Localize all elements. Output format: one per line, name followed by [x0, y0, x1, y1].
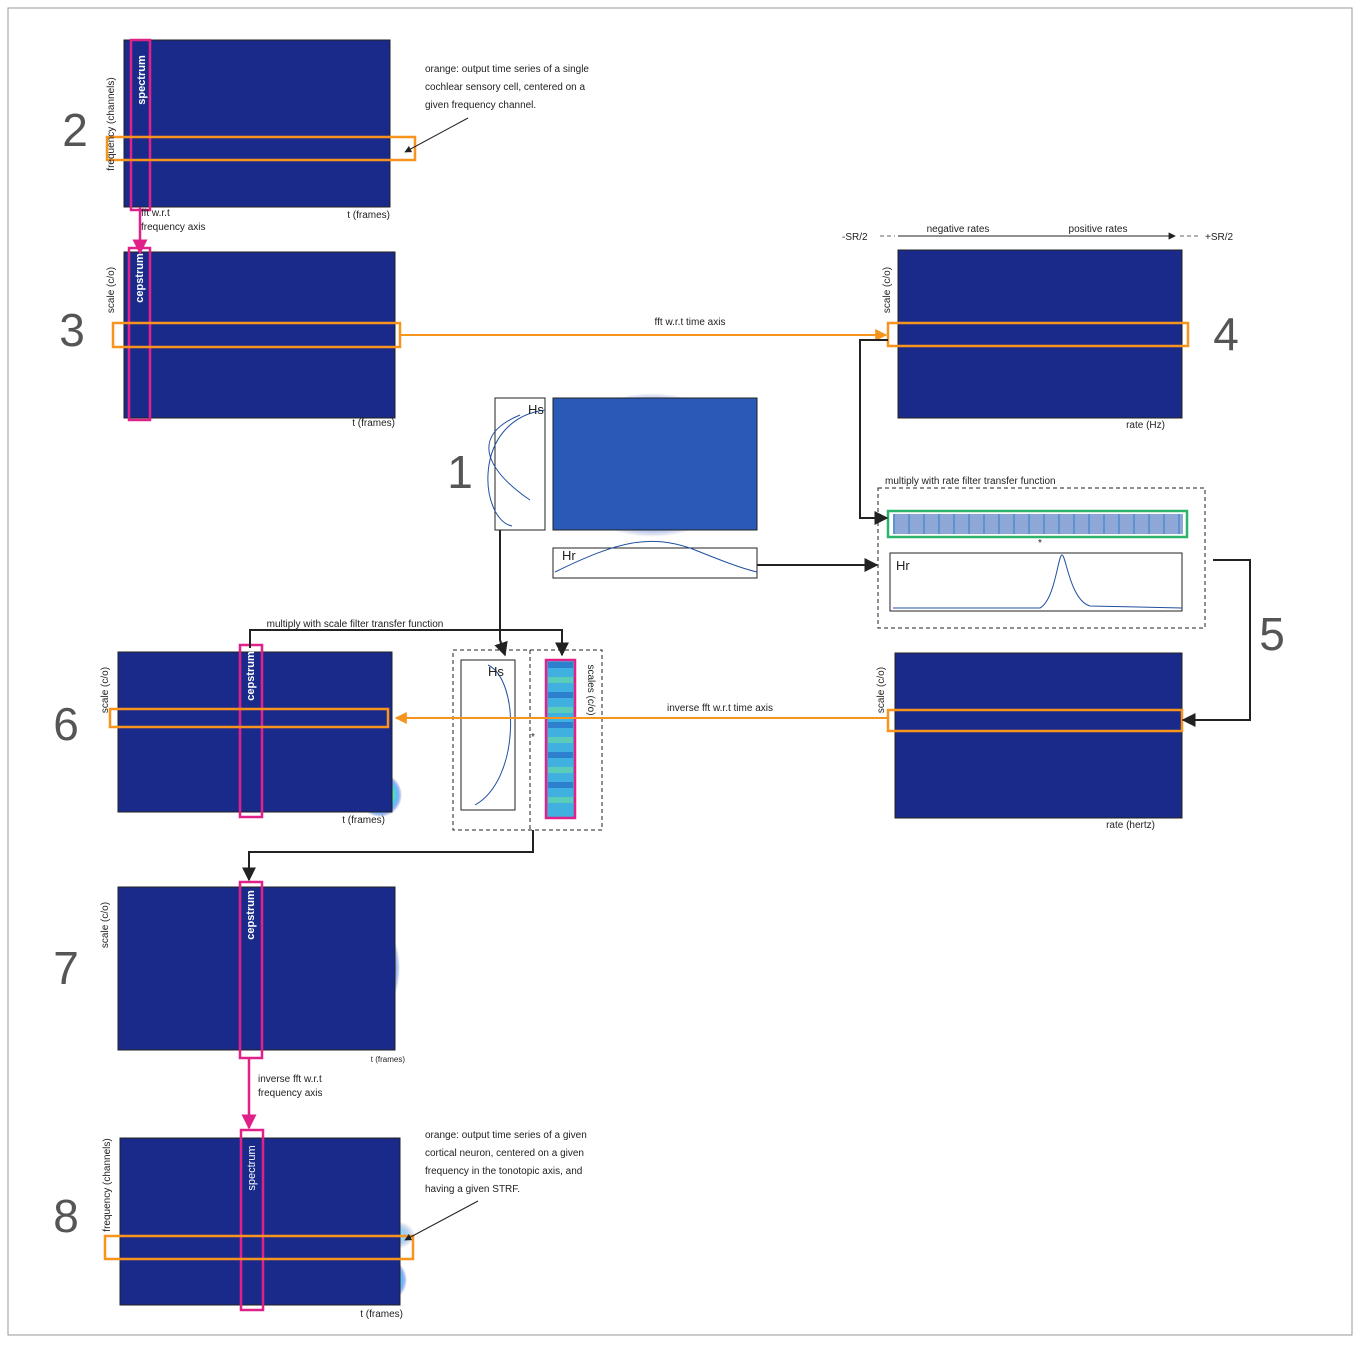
- texture: [548, 677, 573, 683]
- axis-label: scale (c/o): [876, 667, 887, 713]
- annotation: orange: output time series of a single: [425, 64, 589, 75]
- range-label: positive rates: [1069, 224, 1128, 235]
- range-label: negative rates: [927, 224, 990, 235]
- arrow-label: inverse fft w.r.t: [258, 1074, 322, 1085]
- highlight-label: spectrum: [136, 55, 148, 105]
- annotation: having a given STRF.: [425, 1184, 520, 1195]
- axis-label: scales (c/o): [585, 664, 596, 715]
- axis-label: scale (c/o): [882, 267, 893, 313]
- annotation: orange: output time series of a given: [425, 1130, 587, 1141]
- texture: [548, 722, 573, 728]
- axis-label: scale (c/o): [100, 902, 111, 948]
- step-title: multiply with rate filter transfer funct…: [885, 476, 1056, 487]
- step-number: 2: [62, 104, 88, 156]
- axis-label: t (frames): [342, 815, 385, 826]
- texture: [548, 752, 573, 758]
- highlight-label: cepstrum: [134, 253, 146, 303]
- step-number: 4: [1213, 308, 1239, 360]
- highlight-label: cepstrum: [245, 890, 257, 940]
- texture: [548, 737, 573, 743]
- annotation: given frequency channel.: [425, 100, 536, 111]
- filter-label: Hr: [896, 558, 910, 573]
- axis-label: scale (c/o): [106, 267, 117, 313]
- step-number: 8: [53, 1190, 79, 1242]
- filter-label: Hr: [562, 548, 576, 563]
- axis-label: t (frames): [352, 418, 395, 429]
- texture: [548, 782, 573, 788]
- texture: [548, 767, 573, 773]
- annotation: cochlear sensory cell, centered on a: [425, 82, 586, 93]
- texture: [548, 797, 573, 803]
- step-number: 3: [59, 304, 85, 356]
- axis-label: rate (Hz): [1126, 420, 1165, 431]
- step-title: multiply with scale filter transfer func…: [267, 619, 444, 630]
- figure: 1 2 3 4 5 6 7 8 frequency (channels) t (…: [0, 0, 1360, 1343]
- annotation: cortical neuron, centered on a given: [425, 1148, 584, 1159]
- highlight-label: spectrum: [246, 1145, 258, 1190]
- texture: [893, 514, 1183, 534]
- filter-label: Hs: [488, 664, 504, 679]
- arrow-label: inverse fft w.r.t time axis: [667, 703, 773, 714]
- annotation: frequency in the tonotopic axis, and: [425, 1166, 582, 1177]
- axis-label: t (frames): [360, 1309, 403, 1320]
- texture: [548, 692, 573, 698]
- axis-label: frequency (channels): [102, 1138, 113, 1231]
- texture: [548, 662, 573, 668]
- step-number: 5: [1259, 608, 1285, 660]
- axis-limit: -SR/2: [842, 232, 868, 243]
- arrow-label: fft w.r.t: [141, 208, 170, 219]
- arrow-label: frequency axis: [258, 1088, 322, 1099]
- arrow-label: frequency axis: [141, 222, 205, 233]
- filter-label: Hs: [528, 402, 544, 417]
- texture: [548, 707, 573, 713]
- step-number: 7: [53, 942, 79, 994]
- operator: *: [531, 732, 535, 743]
- step-number: 1: [447, 446, 473, 498]
- axis-label: t (frames): [347, 210, 390, 221]
- step-number: 6: [53, 698, 79, 750]
- axis-limit: +SR/2: [1205, 232, 1234, 243]
- operator: *: [1038, 538, 1042, 549]
- axis-label: scale (c/o): [100, 667, 111, 713]
- heatmaps: [118, 40, 1183, 1305]
- axis-label: rate (hertz): [1106, 820, 1155, 831]
- highlight-label: cepstrum: [245, 651, 257, 701]
- arrow-label: fft w.r.t time axis: [655, 317, 726, 328]
- axis-label: t (frames): [371, 1055, 406, 1064]
- axis-label: frequency (channels): [106, 77, 117, 170]
